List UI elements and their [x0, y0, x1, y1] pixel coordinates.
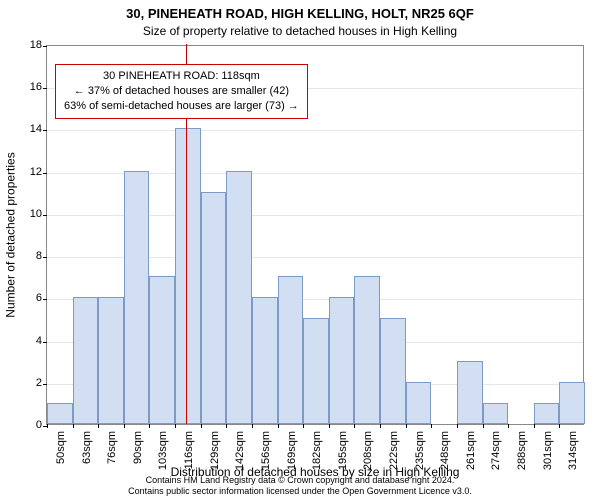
xtick-mark: [354, 424, 355, 428]
histogram-chart: 30, PINEHEATH ROAD, HIGH KELLING, HOLT, …: [0, 0, 600, 500]
xtick-label: 50sqm: [55, 431, 67, 464]
ytick-label: 12: [22, 166, 42, 178]
xtick-label: 129sqm: [209, 431, 221, 470]
xtick-mark: [175, 424, 176, 428]
xtick-label: 182sqm: [311, 431, 323, 470]
ytick-label: 6: [22, 292, 42, 304]
y-axis-label: Number of detached properties: [4, 45, 18, 425]
plot-area: 30 PINEHEATH ROAD: 118sqm← 37% of detach…: [46, 45, 584, 425]
xtick-label: 235sqm: [414, 431, 426, 470]
xtick-label: 208sqm: [362, 431, 374, 470]
histogram-bar: [175, 128, 201, 424]
xtick-mark: [303, 424, 304, 428]
ytick-mark: [43, 342, 47, 343]
ytick-mark: [43, 130, 47, 131]
histogram-bar: [559, 382, 585, 424]
annotation-box: 30 PINEHEATH ROAD: 118sqm← 37% of detach…: [55, 64, 308, 119]
xtick-label: 222sqm: [388, 431, 400, 470]
histogram-bar: [354, 276, 380, 424]
xtick-mark: [406, 424, 407, 428]
histogram-bar: [73, 297, 99, 424]
ytick-label: 10: [22, 208, 42, 220]
xtick-mark: [73, 424, 74, 428]
ytick-mark: [43, 215, 47, 216]
xtick-mark: [329, 424, 330, 428]
annotation-line: ← 37% of detached houses are smaller (42…: [64, 84, 299, 99]
xtick-mark: [457, 424, 458, 428]
xtick-mark: [508, 424, 509, 428]
ytick-mark: [43, 384, 47, 385]
xtick-label: 103sqm: [157, 431, 169, 470]
xtick-mark: [149, 424, 150, 428]
xtick-label: 248sqm: [439, 431, 451, 470]
ytick-mark: [43, 257, 47, 258]
xtick-label: 116sqm: [183, 431, 195, 469]
histogram-bar: [226, 171, 252, 424]
xtick-label: 288sqm: [516, 431, 528, 470]
ytick-label: 2: [22, 377, 42, 389]
xtick-label: 156sqm: [260, 431, 272, 470]
chart-subtitle: Size of property relative to detached ho…: [0, 24, 600, 38]
histogram-bar: [483, 403, 509, 424]
xtick-mark: [201, 424, 202, 428]
xtick-mark: [431, 424, 432, 428]
xtick-label: 63sqm: [81, 431, 93, 464]
histogram-bar: [47, 403, 73, 424]
histogram-bar: [534, 403, 560, 424]
xtick-label: 314sqm: [567, 431, 579, 470]
xtick-mark: [278, 424, 279, 428]
xtick-mark: [380, 424, 381, 428]
histogram-bar: [201, 192, 227, 424]
histogram-bar: [329, 297, 355, 424]
ytick-label: 14: [22, 123, 42, 135]
xtick-label: 90sqm: [132, 431, 144, 464]
xtick-mark: [483, 424, 484, 428]
histogram-bar: [252, 297, 278, 424]
xtick-label: 169sqm: [286, 431, 298, 470]
histogram-bar: [98, 297, 124, 424]
annotation-line: 63% of semi-detached houses are larger (…: [64, 99, 299, 114]
chart-title: 30, PINEHEATH ROAD, HIGH KELLING, HOLT, …: [0, 6, 600, 21]
histogram-bar: [278, 276, 304, 424]
histogram-bar: [149, 276, 175, 424]
ytick-label: 0: [22, 419, 42, 431]
histogram-bar: [124, 171, 150, 424]
attribution-text: Contains HM Land Registry data © Crown c…: [0, 475, 600, 497]
annotation-line: 30 PINEHEATH ROAD: 118sqm: [64, 69, 299, 84]
xtick-mark: [47, 424, 48, 428]
xtick-label: 195sqm: [337, 431, 349, 470]
xtick-mark: [252, 424, 253, 428]
xtick-label: 261sqm: [465, 431, 477, 470]
ytick-label: 4: [22, 335, 42, 347]
xtick-mark: [124, 424, 125, 428]
ytick-mark: [43, 299, 47, 300]
xtick-label: 301sqm: [542, 431, 554, 470]
xtick-mark: [559, 424, 560, 428]
ytick-label: 8: [22, 250, 42, 262]
histogram-bar: [303, 318, 329, 424]
xtick-mark: [534, 424, 535, 428]
ytick-label: 18: [22, 39, 42, 51]
ytick-label: 16: [22, 81, 42, 93]
histogram-bar: [380, 318, 406, 424]
xtick-label: 76sqm: [106, 431, 118, 464]
gridline: [47, 130, 583, 131]
xtick-mark: [98, 424, 99, 428]
histogram-bar: [406, 382, 432, 424]
ytick-mark: [43, 46, 47, 47]
ytick-mark: [43, 88, 47, 89]
xtick-mark: [226, 424, 227, 428]
xtick-label: 274sqm: [490, 431, 502, 470]
histogram-bar: [457, 361, 483, 424]
xtick-label: 142sqm: [234, 431, 246, 470]
ytick-mark: [43, 173, 47, 174]
